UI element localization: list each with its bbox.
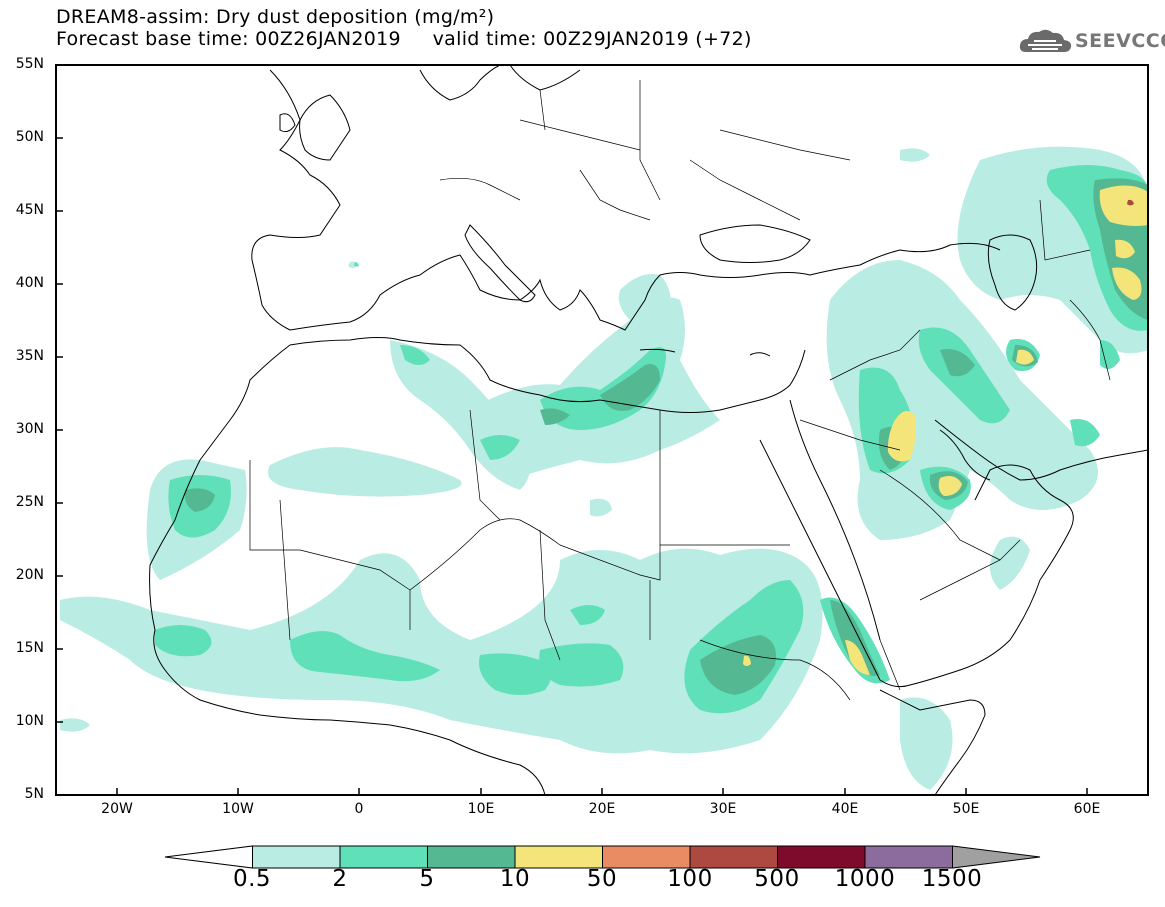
lat-label: 30N (15, 421, 44, 437)
lat-label: 15N (15, 640, 44, 656)
lat-label: 50N (15, 129, 44, 145)
colorbar-label: 500 (754, 866, 800, 892)
colorbar-label: 100 (667, 866, 713, 892)
lat-label: 20N (15, 567, 44, 583)
lon-label: 40E (831, 801, 859, 817)
lat-label: 5N (24, 786, 44, 802)
lon-label: 10W (222, 801, 254, 817)
forecast-times: Forecast base time: 00Z26JAN2019 valid t… (56, 28, 752, 50)
colorbar-label: 10 (499, 866, 531, 892)
lon-label: 20W (101, 801, 133, 817)
lon-label: 30E (709, 801, 737, 817)
lat-label: 35N (15, 348, 44, 364)
lon-label: 20E (588, 801, 616, 817)
map-title: DREAM8-assim: Dry dust deposition (mg/m²… (56, 6, 495, 28)
colorbar-label: 5 (419, 866, 435, 892)
lon-label: 10E (467, 801, 495, 817)
lon-label: 50E (952, 801, 980, 817)
lon-label: 60E (1073, 801, 1101, 817)
colorbar-label: 0.5 (232, 866, 272, 892)
coastlines (149, 65, 1148, 795)
logo-text: SEEVCCC (1075, 30, 1165, 52)
cloud-icon (1019, 29, 1072, 52)
lat-label: 25N (15, 494, 44, 510)
lat-label: 10N (15, 713, 44, 729)
lat-label: 55N (15, 56, 44, 72)
lat-label: 45N (15, 202, 44, 218)
lat-label: 40N (15, 275, 44, 291)
colorbar-label: 50 (586, 866, 618, 892)
colorbar-label: 2 (332, 866, 348, 892)
lon-label: 0 (354, 801, 364, 817)
colorbar-label: 1000 (834, 866, 896, 892)
dust-level-6 (1127, 199, 1134, 206)
colorbar-label: 1500 (921, 866, 983, 892)
borders (249, 80, 1111, 701)
axis-ticks (56, 64, 1088, 795)
